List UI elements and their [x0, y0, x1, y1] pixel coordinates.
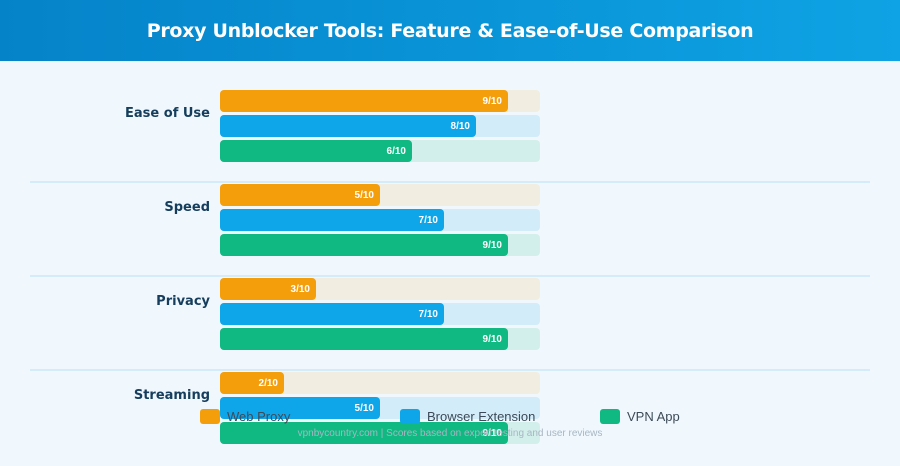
- bar-web-proxy: 5/10: [220, 184, 380, 206]
- legend-label: Browser Extension: [427, 409, 536, 424]
- legend-item-web-proxy: Web Proxy: [200, 409, 290, 424]
- category-group-streaming: Streaming 2/10 5/10 9/10: [30, 369, 870, 466]
- legend-item-browser-extension: Browser Extension: [400, 409, 535, 424]
- footer-source: vpnbycountry.com | Scores based on exper…: [297, 428, 603, 439]
- category-label: Speed: [164, 200, 210, 215]
- bar-web-proxy: 3/10: [220, 278, 316, 300]
- bar-web-proxy: 2/10: [220, 372, 284, 394]
- group-divider: [30, 369, 870, 371]
- bar-value-label: 5/10: [354, 402, 374, 414]
- bar-browser-extension: 8/10: [220, 115, 476, 137]
- bar-value-label: 9/10: [482, 427, 502, 439]
- bar-track-web-proxy: 5/10: [220, 184, 540, 206]
- legend-item-vpn-app: VPN App: [600, 409, 680, 424]
- bar-value-label: 7/10: [418, 214, 438, 226]
- legend-label: Web Proxy: [227, 409, 291, 424]
- legend-swatch-icon: [600, 409, 620, 424]
- bar-value-label: 5/10: [354, 189, 374, 201]
- bar-track-browser-extension: 7/10: [220, 303, 540, 325]
- category-group-privacy: Privacy 3/10 7/10 9/10: [30, 275, 870, 372]
- bar-value-label: 9/10: [482, 333, 502, 345]
- bar-track-browser-extension: 5/10: [220, 397, 540, 419]
- bar-vpn-app: 6/10: [220, 140, 412, 162]
- category-label: Privacy: [156, 294, 210, 309]
- bar-track-web-proxy: 9/10: [220, 90, 540, 112]
- bar-track-vpn-app: 6/10: [220, 140, 540, 162]
- category-label: Streaming: [133, 388, 210, 403]
- category-group-speed: Speed 5/10 7/10 9/10: [30, 181, 870, 278]
- bar-track-vpn-app: 9/10: [220, 328, 540, 350]
- bar-browser-extension: 5/10: [220, 397, 380, 419]
- bar-track-browser-extension: 7/10: [220, 209, 540, 231]
- bar-value-label: 8/10: [450, 120, 470, 132]
- category-label: Ease of Use: [125, 106, 210, 121]
- bar-vpn-app: 9/10: [220, 234, 508, 256]
- group-divider: [30, 181, 870, 183]
- bar-value-label: 9/10: [482, 95, 502, 107]
- legend-label: VPN App: [627, 409, 680, 424]
- bar-track-browser-extension: 8/10: [220, 115, 540, 137]
- bar-vpn-app: 9/10: [220, 328, 508, 350]
- bar-value-label: 9/10: [482, 239, 502, 251]
- bar-browser-extension: 7/10: [220, 303, 444, 325]
- chart-title: Proxy Unblocker Tools: Feature & Ease-of…: [146, 19, 754, 42]
- bar-track-web-proxy: 2/10: [220, 372, 540, 394]
- bar-value-label: 3/10: [290, 283, 310, 295]
- bar-value-label: 6/10: [386, 145, 406, 157]
- bar-web-proxy: 9/10: [220, 90, 508, 112]
- bar-track-vpn-app: 9/10: [220, 422, 540, 444]
- legend-swatch-icon: [400, 409, 420, 424]
- category-group-ease-of-use: Ease of Use 9/10 8/10 6/10: [30, 90, 870, 184]
- bar-value-label: 2/10: [258, 377, 278, 389]
- bar-track-web-proxy: 3/10: [220, 278, 540, 300]
- bar-value-label: 7/10: [418, 308, 438, 320]
- chart-header: Proxy Unblocker Tools: Feature & Ease-of…: [0, 0, 900, 61]
- legend-swatch-icon: [200, 409, 220, 424]
- legend: Web Proxy Browser Extension VPN App: [0, 409, 900, 429]
- group-divider: [30, 275, 870, 277]
- bar-track-vpn-app: 9/10: [220, 234, 540, 256]
- bar-browser-extension: 7/10: [220, 209, 444, 231]
- bar-vpn-app: 9/10: [220, 422, 508, 444]
